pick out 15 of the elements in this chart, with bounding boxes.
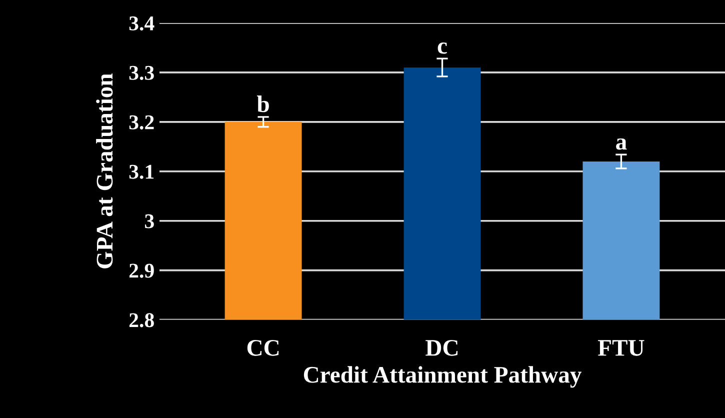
y-tick-label: 3.3 (129, 66, 154, 80)
y-tick-label: 3 (145, 214, 154, 228)
x-tick-label: FTU (598, 340, 644, 356)
y-axis-title: GPA at Graduation (96, 74, 113, 268)
y-tick-label: 2.8 (129, 313, 154, 328)
y-tick-label: 3.4 (129, 16, 154, 31)
annotation: b (257, 96, 269, 112)
x-tick-label: CC (247, 340, 279, 356)
y-tick-label: 3.1 (129, 164, 154, 179)
y-tick-label: 3.2 (129, 115, 154, 130)
annotation: c (438, 42, 447, 54)
annotation: a (616, 138, 627, 150)
y-tick-label: 2.9 (129, 264, 154, 278)
x-tick-label: DC (426, 340, 458, 356)
x-axis-title: Credit Attainment Pathway (304, 366, 582, 388)
